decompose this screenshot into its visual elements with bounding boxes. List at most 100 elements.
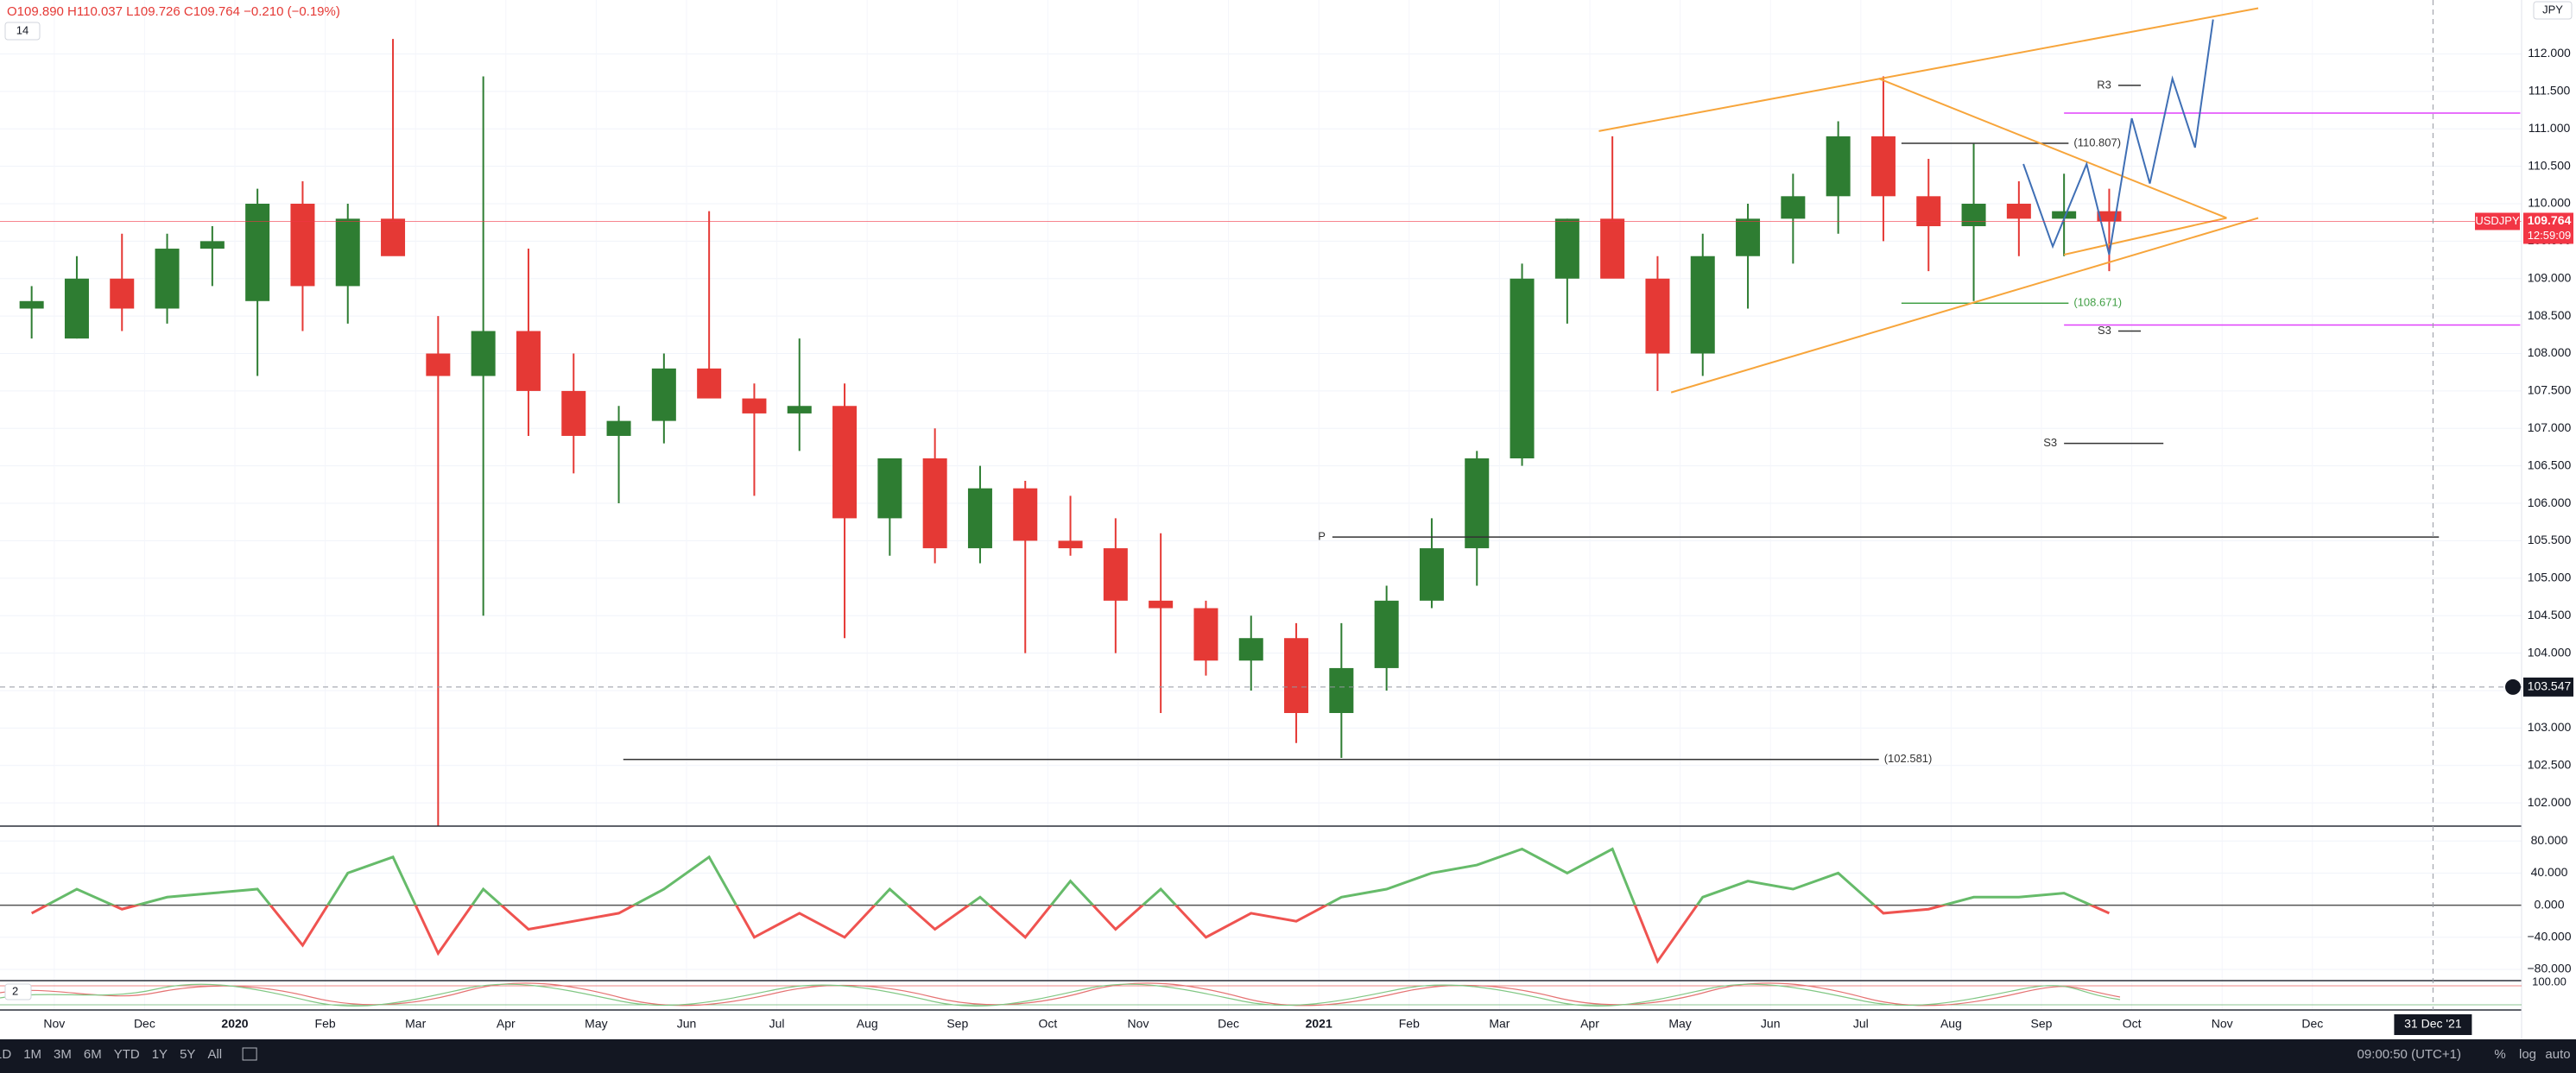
stoch-line bbox=[0, 982, 2121, 1007]
y-tick-label: 106.000 bbox=[2528, 495, 2572, 509]
plot bbox=[0, 7, 2522, 826]
candle-body bbox=[1690, 256, 1715, 354]
candle-body bbox=[1554, 218, 1579, 279]
candle-body bbox=[877, 458, 902, 519]
x-tick-label: Nov bbox=[2212, 1017, 2233, 1031]
candle-body bbox=[561, 390, 586, 436]
candle-body bbox=[1419, 548, 1444, 601]
range-button[interactable]: 1D bbox=[0, 1047, 11, 1062]
x-tick-label: Sep bbox=[946, 1017, 968, 1031]
x-tick-label: Feb bbox=[315, 1017, 336, 1031]
candle-body bbox=[1510, 278, 1535, 458]
compare-icon[interactable] bbox=[242, 1047, 257, 1061]
x-tick-label: Feb bbox=[1399, 1017, 1420, 1031]
pane-label: 2 bbox=[12, 984, 18, 997]
symbol-tag bbox=[2475, 212, 2520, 230]
candle-body bbox=[1284, 638, 1309, 713]
range-button[interactable]: 3M bbox=[54, 1047, 72, 1062]
candle-body bbox=[1058, 540, 1083, 549]
toolbar-items: 1D 1M 3M 6M YTD 1Y 5Y All 09:00:50 (UTC+1)% logau… bbox=[0, 1047, 2571, 1062]
axis-option[interactable]: % bbox=[2494, 1047, 2505, 1062]
candle-body bbox=[1193, 608, 1218, 661]
y-tick-label: 108.500 bbox=[2528, 308, 2572, 322]
x-tick-label: Nov bbox=[1128, 1017, 1149, 1031]
level-label: (108.671) bbox=[2073, 296, 2122, 309]
range-button[interactable]: 1Y bbox=[152, 1047, 168, 1062]
candle-body bbox=[1149, 600, 1174, 609]
y-tick-label: 107.500 bbox=[2528, 383, 2572, 397]
x-tick-label: Jul bbox=[1853, 1017, 1869, 1031]
x-tick-label: Aug bbox=[857, 1017, 878, 1031]
candle-body bbox=[1781, 196, 1806, 219]
range-button[interactable]: 1M bbox=[23, 1047, 41, 1062]
candle-body bbox=[606, 420, 631, 436]
candle-body bbox=[19, 300, 44, 309]
level-label: R3 bbox=[2097, 78, 2111, 91]
candle-body bbox=[1103, 548, 1128, 601]
pane-toggle[interactable] bbox=[4, 983, 32, 1000]
price-tag-text: 109.764 bbox=[2528, 213, 2572, 227]
indicator-toggle[interactable] bbox=[4, 22, 41, 41]
trendline bbox=[2063, 217, 2227, 256]
x-tick-label: Apr bbox=[497, 1017, 516, 1031]
x-tick-label: May bbox=[585, 1017, 607, 1031]
range-button[interactable]: YTD bbox=[114, 1047, 140, 1062]
y2-tick-label: −80.000 bbox=[2528, 962, 2572, 975]
candle-body bbox=[1600, 218, 1625, 279]
candle-body bbox=[651, 368, 676, 421]
candle-body bbox=[471, 331, 496, 376]
candle-body bbox=[922, 458, 947, 549]
candle-body bbox=[64, 278, 89, 339]
candle-body bbox=[1645, 278, 1670, 354]
countdown: 12:59:09 bbox=[2528, 229, 2572, 242]
candle-body bbox=[1465, 458, 1490, 549]
range-button[interactable]: 6M bbox=[84, 1047, 102, 1062]
range-button[interactable]: 5Y bbox=[180, 1047, 195, 1062]
stoch-pane: 2 100.00 bbox=[0, 975, 2567, 1007]
crosshair-label: 103.547 bbox=[2528, 679, 2572, 693]
axis-option[interactable]: auto bbox=[2545, 1047, 2570, 1062]
y-tick-label: 105.500 bbox=[2528, 533, 2572, 546]
x-tick-label: May bbox=[1668, 1017, 1691, 1031]
crosshair-icon[interactable] bbox=[2505, 679, 2521, 695]
grid bbox=[0, 0, 2522, 1010]
time-label: 09:00:50 (UTC+1) bbox=[2358, 1047, 2461, 1062]
level-label: (102.581) bbox=[1884, 752, 1933, 765]
candle-body bbox=[2052, 211, 2077, 219]
ohlc-legend: O109.890 H110.037 L109.726 C109.764 −0.2… bbox=[7, 4, 340, 19]
x-tick-label: Mar bbox=[1489, 1017, 1510, 1031]
candle-body bbox=[2097, 211, 2122, 222]
y-tick-label: 111.500 bbox=[2529, 84, 2571, 98]
level-label: P bbox=[1318, 530, 1326, 543]
trendline bbox=[1878, 78, 2227, 219]
candle-body bbox=[155, 249, 180, 309]
y-tick-label: 110.500 bbox=[2528, 158, 2571, 172]
y-tick-label: 102.000 bbox=[2528, 795, 2572, 809]
y2-tick-label: 0.000 bbox=[2534, 897, 2564, 911]
x-tick-label: Aug bbox=[1940, 1017, 1962, 1031]
y2-tick-label: 80.000 bbox=[2531, 833, 2568, 847]
x-tick-label: Jun bbox=[1761, 1017, 1781, 1031]
x-tick-label: Jul bbox=[769, 1017, 785, 1031]
trendline bbox=[1598, 7, 2259, 132]
oscillator bbox=[30, 847, 2111, 964]
x-tick-label: Oct bbox=[1039, 1017, 1058, 1031]
candle-body bbox=[1374, 600, 1399, 668]
y-tick-label: 103.000 bbox=[2528, 720, 2572, 734]
currency-box[interactable] bbox=[2533, 1, 2573, 20]
y-tick-label: 110.000 bbox=[2528, 196, 2571, 210]
x-tick-label: Nov bbox=[43, 1017, 65, 1031]
x-tick-label: Apr bbox=[1580, 1017, 1599, 1031]
y-tick-label: 104.500 bbox=[2528, 608, 2572, 622]
x-tick-label: Mar bbox=[405, 1017, 426, 1031]
price-tag bbox=[2523, 212, 2573, 244]
candle-body bbox=[697, 368, 722, 399]
axis-option[interactable]: log bbox=[2519, 1047, 2536, 1062]
x-tick-label: Sep bbox=[2031, 1017, 2053, 1031]
toolbar bbox=[0, 1039, 2576, 1073]
y-tick-label: 105.000 bbox=[2528, 571, 2572, 584]
candle-body bbox=[290, 203, 315, 287]
range-button[interactable]: All bbox=[207, 1047, 222, 1062]
candle-body bbox=[516, 331, 541, 391]
